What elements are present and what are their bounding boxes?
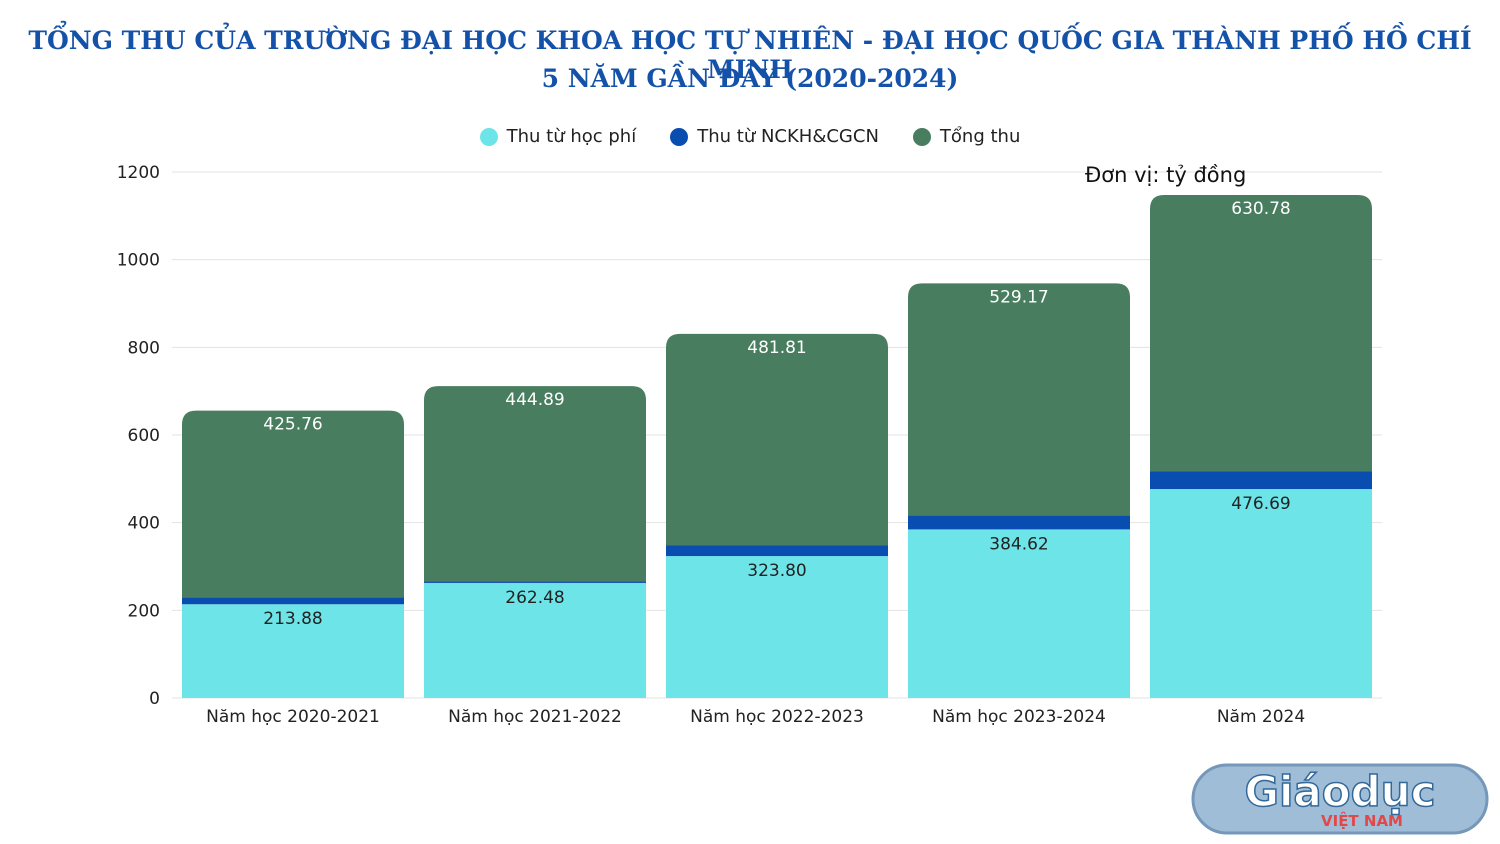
bar-segment	[1150, 195, 1372, 472]
chart-title: TỔNG THU CỦA TRƯỜNG ĐẠI HỌC KHOA HỌC TỰ …	[28, 26, 1472, 84]
bar-segment	[424, 582, 646, 698]
y-tick-label: 400	[128, 514, 160, 534]
logo-text-main: Giáodục	[1245, 767, 1436, 816]
data-label: 323.80	[747, 561, 806, 581]
bar-segment	[666, 545, 888, 557]
y-tick-label: 0	[149, 689, 160, 709]
data-label: 481.81	[747, 338, 806, 358]
bar-segment	[182, 597, 404, 605]
data-label: 444.89	[505, 390, 564, 410]
legend-swatch-nckh	[670, 127, 689, 146]
y-tick-label: 1000	[117, 251, 160, 271]
chart-subtitle: 5 NĂM GẦN ĐÂY (2020-2024)	[541, 64, 959, 93]
bar-segment	[666, 556, 888, 698]
bar-segment	[908, 283, 1130, 516]
bar-segment	[424, 386, 646, 582]
legend-item-tong-thu: Tổng thu	[912, 126, 1021, 147]
x-category-label: Năm học 2020-2021	[206, 707, 380, 727]
data-label: 213.88	[263, 609, 322, 629]
logo-text-sub: VIỆT NAM	[1321, 810, 1403, 830]
data-label: 529.17	[989, 287, 1048, 307]
x-category-label: Năm học 2023-2024	[932, 707, 1106, 727]
legend-label-nckh: Thu từ NCKH&CGCN	[697, 126, 879, 147]
legend-swatch-tong-thu	[912, 127, 931, 146]
data-label: 425.76	[263, 415, 322, 435]
bar-segment	[1150, 471, 1372, 490]
y-tick-label: 1200	[117, 163, 160, 183]
legend-label-tong-thu: Tổng thu	[939, 126, 1021, 147]
legend: Thu từ học phí Thu từ NCKH&CGCN Tổng thu	[0, 126, 1500, 147]
giaoduc-logo: Giáodục VIỆT NAM	[1191, 763, 1489, 835]
legend-item-nckh: Thu từ NCKH&CGCN	[670, 126, 879, 147]
bar-segment	[1150, 489, 1372, 698]
bar-segment	[908, 529, 1130, 698]
data-label: 384.62	[989, 534, 1048, 554]
y-tick-label: 600	[128, 426, 160, 446]
bar-segment	[666, 333, 888, 546]
bar-segment	[182, 604, 404, 698]
bar-segment	[424, 581, 646, 583]
legend-label-hoc-phi: Thu từ học phí	[506, 126, 637, 147]
x-category-label: Năm học 2022-2023	[690, 707, 864, 727]
data-label: 262.48	[505, 588, 564, 608]
bar-segment	[182, 410, 404, 598]
x-category-label: Năm học 2021-2022	[448, 707, 622, 727]
y-tick-label: 200	[128, 601, 160, 621]
y-tick-label: 800	[128, 338, 160, 358]
bar-segment	[908, 515, 1130, 530]
legend-item-hoc-phi: Thu từ học phí	[479, 126, 637, 147]
legend-swatch-hoc-phi	[479, 127, 498, 146]
data-label: 630.78	[1231, 199, 1290, 219]
data-label: 476.69	[1231, 494, 1290, 514]
unit-label: Đơn vị: tỷ đồng	[1085, 163, 1247, 187]
x-category-label: Năm 2024	[1217, 707, 1305, 727]
